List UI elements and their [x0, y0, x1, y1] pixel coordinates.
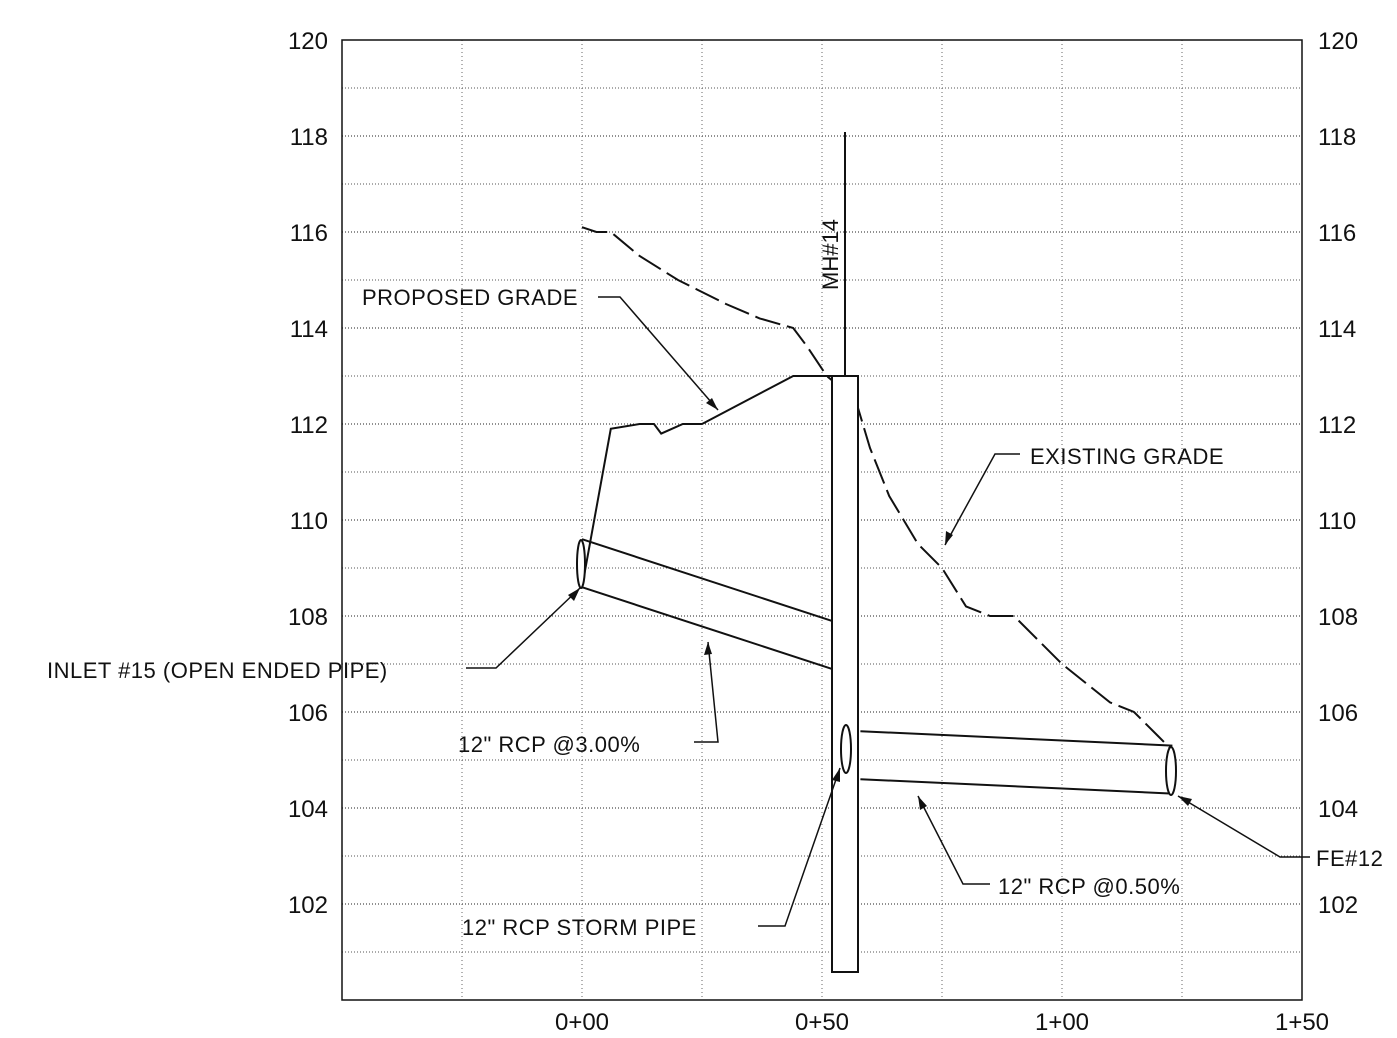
existing-grade-leader [944, 453, 1020, 546]
pipe-crown-line [860, 730, 1173, 747]
storm-pipe-label: 12" RCP STORM PIPE [462, 915, 697, 940]
left-tick-label: 112 [290, 412, 328, 439]
station-tick-label: 0+50 [795, 1009, 849, 1036]
flared-end-leader [1177, 795, 1310, 858]
left-tick-label: 110 [290, 508, 328, 535]
right-tick-label: 102 [1318, 892, 1358, 919]
right-tick-label: 108 [1318, 604, 1358, 631]
plot-frame [341, 39, 1303, 1001]
right-tick-label: 118 [1318, 124, 1356, 151]
flared-end-arrow [1178, 796, 1192, 806]
pipe-crown-line [581, 538, 832, 622]
left-tick-label: 114 [290, 316, 328, 343]
inlet-label: INLET #15 (OPEN ENDED PIPE) [47, 658, 388, 683]
left-tick-label: 120 [288, 28, 328, 55]
right-tick-label: 120 [1318, 28, 1358, 55]
existing-grade-line [581, 226, 1174, 752]
right-tick-label: 114 [1318, 316, 1356, 343]
storm-pipe-arrow [832, 768, 840, 782]
upstream-pipe-arrow [704, 642, 712, 655]
station-axis: 0+00 0+50 1+00 1+50 [555, 1009, 1329, 1036]
downstream-pipe-leader [917, 795, 990, 885]
left-tick-label: 116 [290, 220, 328, 247]
right-elevation-axis: 102 104 106 108 110 112 114 116 118 120 [1318, 28, 1358, 919]
downstream-pipe-label: 12" RCP @0.50% [998, 874, 1180, 899]
left-tick-label: 108 [288, 604, 328, 631]
inlet-leader [466, 587, 581, 669]
manhole-pipe-opening [840, 724, 852, 774]
existing-grade-arrow [945, 531, 953, 545]
proposed-grade-line [581, 375, 832, 588]
right-tick-label: 110 [1318, 508, 1356, 535]
proposed-grade-label: PROPOSED GRADE [362, 285, 578, 310]
upstream-pipe-label: 12" RCP @3.00% [458, 732, 640, 757]
right-tick-label: 104 [1318, 796, 1358, 823]
pipe-invert-line [860, 778, 1173, 795]
left-tick-label: 118 [290, 124, 328, 151]
station-tick-label: 0+00 [555, 1009, 609, 1036]
storm-pipe-leader [758, 767, 841, 927]
manhole-label: MH#14 [818, 219, 843, 290]
proposed-grade-arrow [706, 398, 718, 410]
flared-end-pipe-end [1165, 746, 1177, 796]
left-tick-label: 102 [288, 892, 328, 919]
upstream-pipe-leader [694, 641, 719, 743]
proposed-grade-leader [598, 296, 719, 411]
inlet-pipe-end [576, 539, 586, 589]
inlet-arrow [568, 588, 580, 601]
left-tick-label: 104 [288, 796, 328, 823]
right-tick-label: 116 [1318, 220, 1356, 247]
manhole-structure [831, 375, 859, 973]
downstream-pipe-arrow [918, 796, 927, 810]
existing-grade-label: EXISTING GRADE [1030, 444, 1224, 469]
left-tick-label: 106 [288, 700, 328, 727]
flared-end-label: FE#12 [1316, 846, 1383, 871]
station-tick-label: 1+00 [1035, 1009, 1089, 1036]
left-elevation-axis: 102 104 106 108 110 112 114 116 118 120 [288, 28, 328, 919]
profile-lines [581, 226, 1174, 795]
grid [342, 40, 1302, 1000]
right-tick-label: 112 [1318, 412, 1356, 439]
right-tick-label: 106 [1318, 700, 1358, 727]
pipe-invert-line [581, 586, 832, 670]
station-tick-label: 1+50 [1275, 1009, 1329, 1036]
